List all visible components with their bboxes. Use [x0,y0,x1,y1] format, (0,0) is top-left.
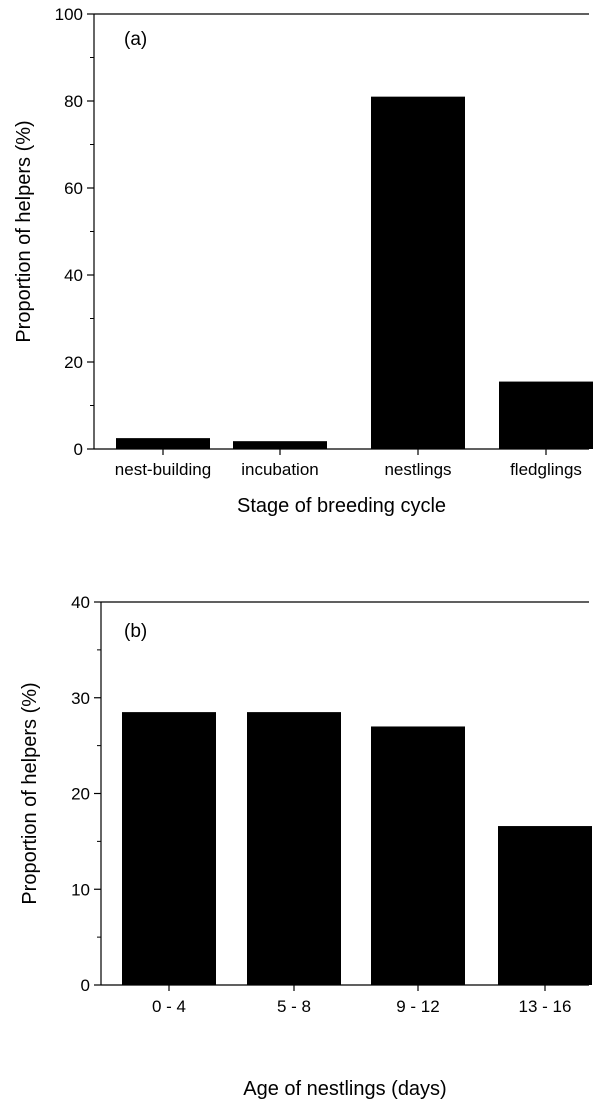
y-tick-label: 80 [64,92,83,111]
y-tick-label: 40 [64,266,83,285]
bar-2 [371,726,465,985]
y-axis-title: Proportion of helpers (%) [19,682,41,904]
x-tick-label: 5 - 8 [277,997,311,1016]
y-tick-label: 0 [81,976,90,995]
y-tick-label: 40 [71,593,90,612]
x-tick-label: 13 - 16 [519,997,572,1016]
x-tick-label: incubation [241,460,319,479]
panel-a: 0 20 40 60 80 100 nest-building incubation nestl… [13,5,593,517]
panel-label: (b) [124,621,147,642]
bar-3 [499,381,593,449]
x-tick-label: nest-building [115,460,211,479]
panel-b: 0 10 20 30 40 0 - 4 5 - 8 9 - 12 13 - 16 (b) Age o… [19,593,592,1100]
x-tick-label: nestlings [384,460,451,479]
bar-1 [233,441,327,449]
bar-0 [116,438,210,449]
x-tick-label: 9 - 12 [396,997,439,1016]
bar-3 [498,826,592,985]
x-axis-title: Stage of breeding cycle [237,495,446,517]
bar-2 [371,96,465,450]
y-tick-label: 30 [71,689,90,708]
x-axis-title: Age of nestlings (days) [243,1078,446,1100]
x-tick-label: fledglings [510,460,582,479]
y-tick-label: 20 [71,785,90,804]
y-tick-label: 0 [74,440,83,459]
bar-0 [122,712,216,985]
y-axis-title: Proportion of helpers (%) [13,120,35,342]
y-tick-label: 10 [71,880,90,899]
bar-1 [247,712,341,985]
y-tick-label: 60 [64,179,83,198]
y-tick-label: 100 [55,5,83,24]
x-tick-label: 0 - 4 [152,997,186,1016]
y-tick-label: 20 [64,353,83,372]
panel-label: (a) [124,29,147,50]
